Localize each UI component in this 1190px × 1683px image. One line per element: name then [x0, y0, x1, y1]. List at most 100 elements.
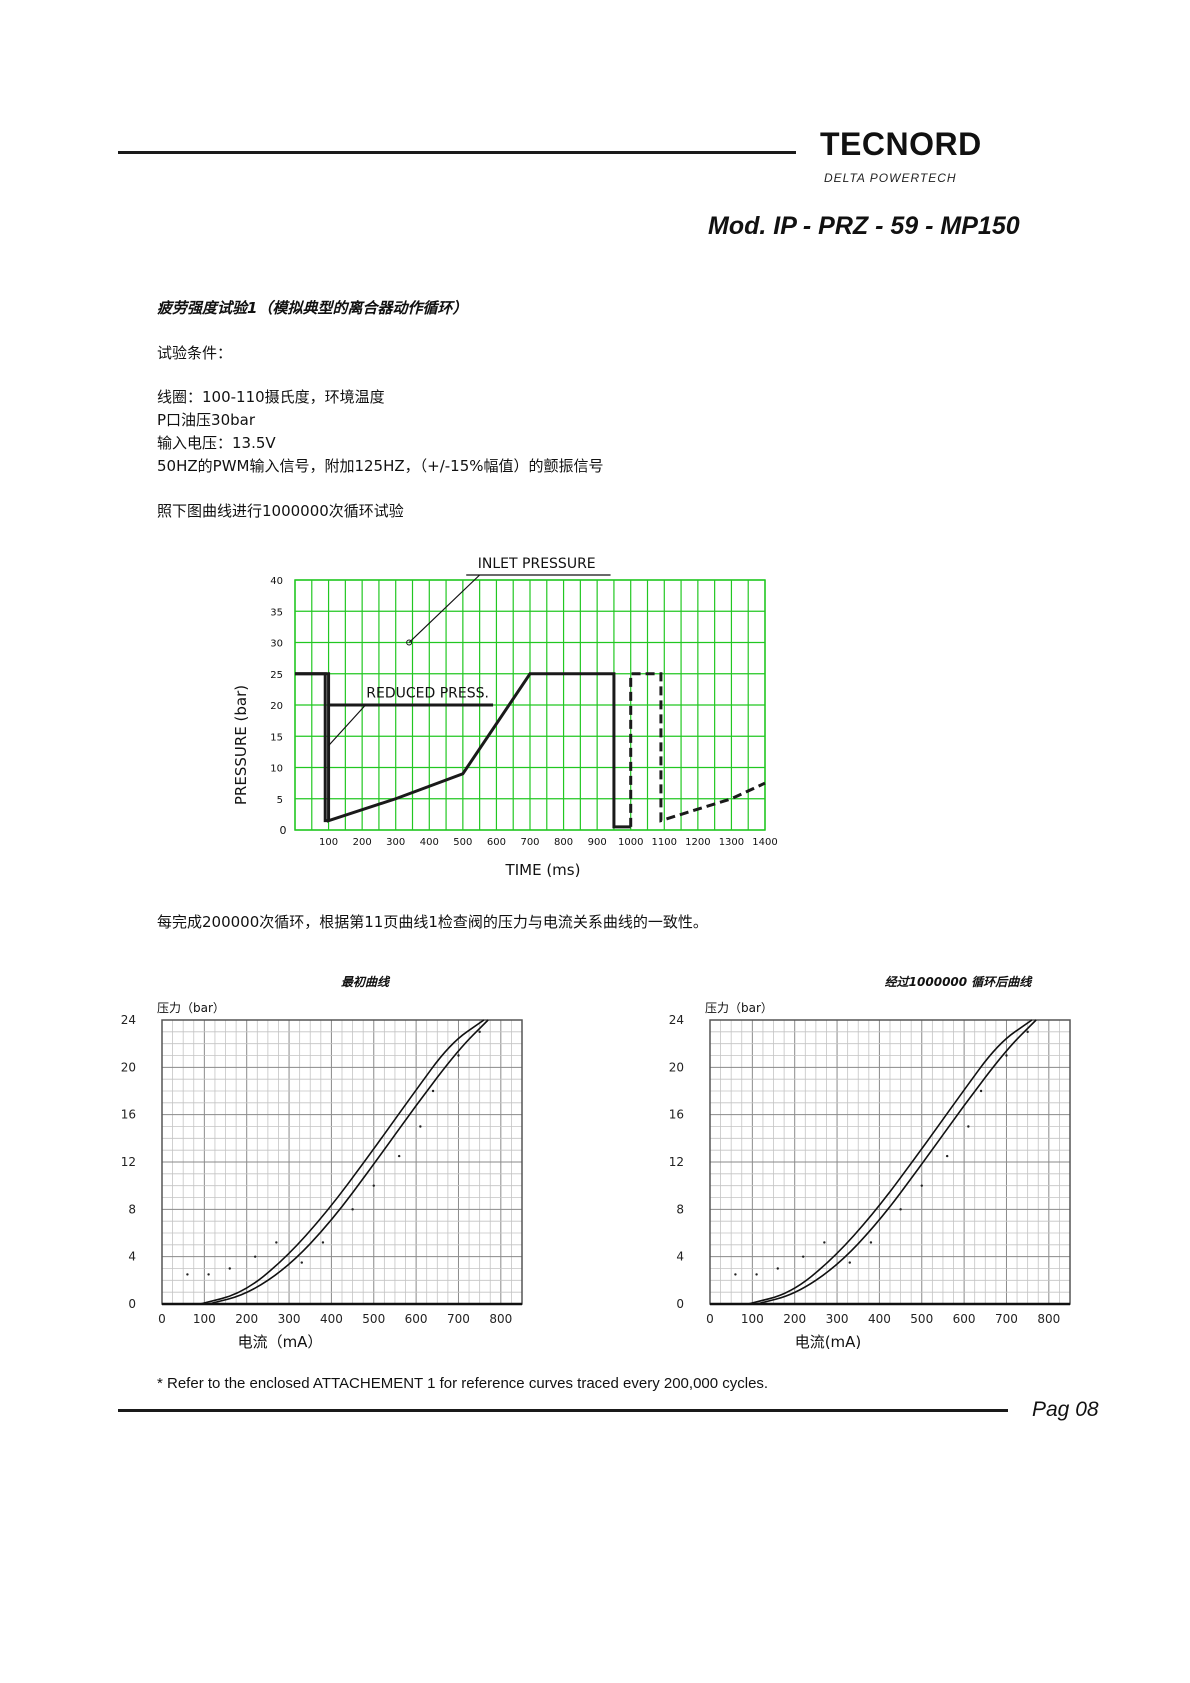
brand-logo: TECNORD: [820, 126, 982, 162]
x-tick-label: 1200: [685, 837, 710, 848]
curve-line: [756, 1019, 1037, 1305]
chart-title: 最初曲线: [341, 975, 391, 989]
y-tick-label: 15: [270, 732, 283, 743]
curve-line: [199, 1019, 485, 1305]
data-marker: [1005, 1054, 1008, 1057]
x-tick-label: 100: [193, 1312, 216, 1326]
x-tick-label: 500: [453, 837, 472, 848]
data-marker: [869, 1241, 873, 1244]
y-axis-label: 压力（bar）: [705, 1001, 773, 1015]
data-marker: [848, 1261, 851, 1264]
condition-line-1: 线圈：100-110摄氏度，环境温度: [157, 388, 385, 406]
data-marker: [397, 1154, 401, 1158]
data-marker: [186, 1273, 189, 1276]
y-tick-label: 20: [270, 701, 283, 712]
data-marker: [321, 1241, 325, 1244]
x-tick-label: 400: [320, 1312, 343, 1326]
x-tick-label: 0: [706, 1312, 714, 1326]
after-cycles-curve-chart: 0 100 200 300 400 500 600 700 800 0 4 8 12 16 20 24 经过1…: [669, 975, 1071, 1351]
series-line: [295, 672, 631, 829]
chart-grid: [709, 1019, 1071, 1306]
y-tick-label: 10: [270, 764, 283, 775]
data-marker: [967, 1125, 970, 1128]
x-tick-label: 400: [868, 1312, 891, 1326]
x-tick-label: 0: [158, 1312, 166, 1326]
data-marker: [823, 1241, 826, 1244]
chart-series: [295, 672, 766, 829]
y-tick-label: 25: [270, 670, 283, 681]
data-marker: [419, 1125, 422, 1128]
x-axis-label: TIME (ms): [505, 861, 581, 879]
chart-axis-labels: 0 100 200 300 400 500 600 700 800 0 4 8 12 16 20 24: [669, 1013, 1061, 1326]
y-tick-label: 35: [270, 607, 283, 618]
x-tick-label: 500: [362, 1312, 385, 1326]
inlet-leader: [408, 574, 481, 643]
x-tick-label: 700: [520, 837, 539, 848]
cycle-text: 照下图曲线进行1000000次循环试验: [157, 502, 404, 520]
y-tick-label: 4: [676, 1250, 684, 1264]
x-tick-label: 100: [741, 1312, 764, 1326]
header-rule: [118, 151, 796, 154]
data-marker: [457, 1054, 460, 1057]
y-tick-label: 16: [669, 1108, 684, 1122]
conditions-heading: 试验条件：: [157, 344, 233, 362]
check-text: 每完成200000次循环，根据第11页曲线1检查阀的压力与电流关系曲线的一致性。: [157, 913, 708, 931]
plot-frame: [294, 579, 766, 831]
y-tick-label: 30: [270, 639, 283, 650]
y-tick-label: 5: [277, 795, 283, 806]
x-tick-label: 200: [353, 837, 372, 848]
x-tick-label: 300: [278, 1312, 301, 1326]
x-tick-label: 300: [826, 1312, 849, 1326]
x-tick-label: 1400: [752, 837, 777, 848]
y-axis-label: PRESSURE (bar): [232, 685, 250, 805]
y-tick-label: 20: [669, 1060, 684, 1074]
data-marker: [253, 1255, 257, 1258]
x-tick-label: 100: [319, 837, 338, 848]
y-tick-label: 4: [128, 1250, 136, 1264]
data-marker: [801, 1255, 805, 1258]
y-tick-label: 8: [128, 1202, 136, 1216]
initial-curve-chart: 0 100 200 300 400 500 600 700 800 0 4 8 12 16 20 24 最初曲…: [121, 975, 523, 1351]
x-axis-label: 电流（mA）: [238, 1333, 323, 1351]
x-tick-label: 200: [235, 1312, 258, 1326]
condition-line-2: P口油压30bar: [157, 411, 256, 429]
y-tick-label: 20: [121, 1060, 136, 1074]
data-marker: [372, 1184, 375, 1187]
x-tick-label: 400: [420, 837, 439, 848]
x-tick-label: 600: [953, 1312, 976, 1326]
x-tick-label: 800: [554, 837, 573, 848]
data-marker: [228, 1267, 231, 1270]
model-title: Mod. IP - PRZ - 59 - MP150: [708, 212, 1020, 240]
data-marker: [275, 1241, 278, 1244]
curve-line: [747, 1019, 1033, 1305]
data-marker: [899, 1208, 902, 1211]
inlet-pressure-label: INLET PRESSURE: [478, 556, 596, 572]
x-tick-label: 800: [1037, 1312, 1060, 1326]
y-tick-label: 24: [669, 1013, 684, 1027]
chart-title: 经过1000000 循环后曲线: [885, 975, 1034, 989]
condition-line-3: 输入电压：13.5V: [157, 434, 276, 452]
x-tick-label: 700: [995, 1312, 1018, 1326]
chart-series: [734, 1019, 1037, 1305]
x-tick-label: 600: [405, 1312, 428, 1326]
curve-line: [208, 1019, 489, 1305]
data-marker: [300, 1261, 303, 1264]
y-tick-label: 12: [669, 1155, 684, 1169]
reduced-pressure-label: REDUCED PRESS.: [366, 686, 489, 702]
data-marker: [351, 1208, 354, 1211]
data-marker: [1026, 1030, 1029, 1034]
chart-axis-labels: 0 100 200 300 400 500 600 700 800 0 4 8 12 16 20 24: [121, 1013, 513, 1326]
chart-series: [186, 1019, 489, 1305]
data-marker: [734, 1273, 737, 1276]
page-number: Pag 08: [1032, 1398, 1099, 1421]
sub-brand: DELTA POWERTECH: [824, 171, 957, 185]
data-marker: [478, 1030, 481, 1034]
x-tick-label: 300: [386, 837, 405, 848]
x-tick-label: 1000: [618, 837, 643, 848]
y-tick-label: 8: [676, 1202, 684, 1216]
data-marker: [755, 1273, 758, 1276]
x-tick-label: 900: [588, 837, 607, 848]
data-marker: [920, 1184, 923, 1187]
x-axis-label: 电流(mA): [795, 1333, 862, 1351]
x-tick-label: 800: [489, 1312, 512, 1326]
